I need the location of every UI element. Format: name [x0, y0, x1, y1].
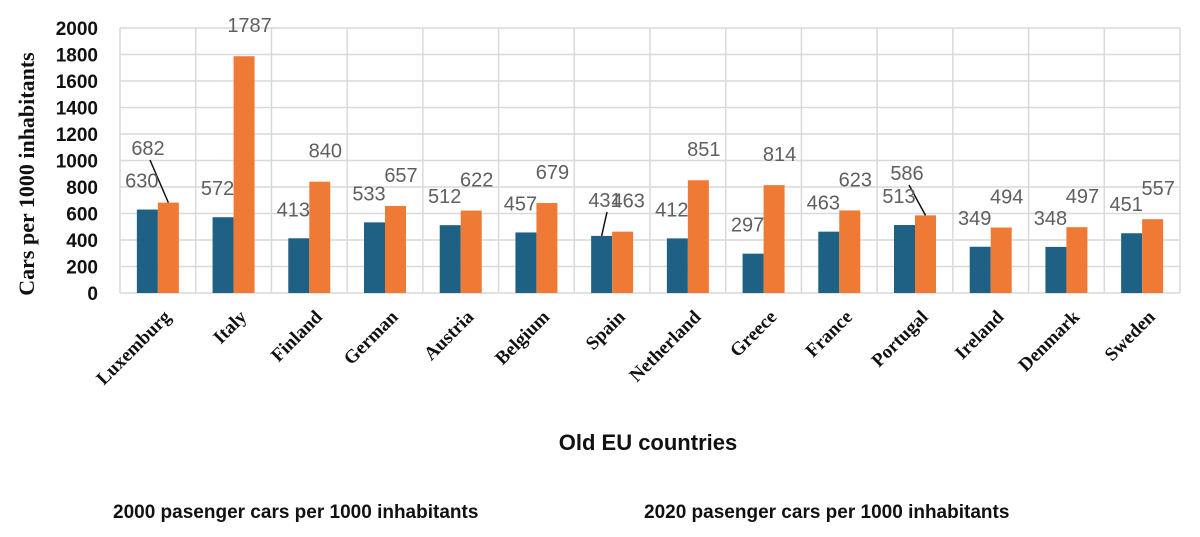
data-label: 679: [536, 162, 569, 184]
bar-2020-portugal: [915, 215, 936, 293]
x-tick-label: Luxemburg: [93, 306, 176, 389]
bar-2020-denmark: [1066, 227, 1088, 293]
data-label: 431: [588, 190, 621, 212]
bar-2000-german: [364, 222, 385, 293]
y-tick-label: 800: [66, 178, 98, 199]
bar-2000-finland: [288, 238, 310, 293]
data-label: 513: [882, 186, 915, 208]
data-label: 533: [352, 183, 385, 205]
data-label: 451: [1109, 194, 1142, 216]
data-label: 557: [1141, 178, 1174, 200]
bar-2020-france: [839, 210, 861, 293]
y-tick-label: 400: [66, 231, 98, 252]
bar-2000-spain: [591, 235, 613, 293]
y-tick-label: 1400: [56, 99, 98, 120]
x-tick-label: Netherland: [626, 306, 706, 386]
y-tick-label: 2000: [56, 19, 98, 40]
data-label: 682: [131, 138, 164, 160]
bar-2020-italy: [233, 56, 255, 293]
bar-2020-ireland: [990, 227, 1012, 293]
bars: [136, 56, 1164, 293]
data-label: 413: [277, 199, 310, 221]
bar-2000-italy: [212, 217, 234, 293]
data-label: 586: [890, 163, 923, 185]
data-label: 622: [460, 170, 493, 192]
data-label: 297: [731, 215, 764, 237]
x-tick-label: Austria: [420, 306, 478, 364]
bar-2000-sweden: [1121, 233, 1143, 293]
y-tick-label: 1600: [56, 72, 98, 93]
data-label: 457: [504, 193, 537, 215]
bar-2020-netherland: [687, 180, 709, 293]
x-tick-label: German: [340, 306, 403, 369]
data-label: 348: [1034, 208, 1067, 230]
bar-2020-finland: [309, 181, 331, 293]
x-tick-label: Belgium: [491, 307, 554, 370]
data-label: 494: [990, 187, 1023, 209]
bar-2020-belgium: [536, 203, 558, 293]
bar-2000-luxemburg: [136, 209, 158, 293]
bar-2000-ireland: [969, 246, 991, 293]
y-tick-label: 1200: [56, 125, 98, 146]
data-label: 1787: [227, 15, 272, 37]
data-label: 412: [655, 199, 688, 221]
data-label: 657: [384, 165, 417, 187]
x-tick-label: Denmark: [1015, 306, 1085, 376]
x-tick-label: France: [802, 307, 857, 362]
data-label: 463: [611, 191, 644, 213]
data-label: 512: [428, 186, 461, 208]
bar-2020-spain: [612, 231, 634, 293]
x-tick-label: Sweden: [1101, 306, 1160, 365]
bar-2000-greece: [742, 253, 764, 293]
bar-2000-belgium: [515, 232, 537, 293]
data-label: 497: [1066, 186, 1099, 208]
leader-line: [600, 211, 608, 237]
data-label: 463: [807, 193, 840, 215]
bar-2000-austria: [439, 225, 461, 293]
x-axis-label: Old EU countries: [559, 430, 737, 455]
data-label: 630: [125, 171, 158, 193]
data-label: 814: [763, 144, 796, 166]
leader-line: [908, 184, 927, 216]
bar-2000-france: [818, 231, 840, 293]
data-label: 623: [839, 169, 872, 191]
x-tick-label: Portugal: [868, 307, 933, 372]
bar-2000-netherland: [666, 238, 688, 293]
data-label: 840: [309, 141, 342, 163]
legend-series-1: 2000 pasenger cars per 1000 inhabitants: [113, 502, 478, 523]
data-label: 349: [958, 208, 991, 230]
grid: [119, 27, 1181, 294]
y-tick-label: 200: [66, 258, 98, 279]
y-tick-label: 1800: [56, 46, 98, 67]
y-tick-label: 1000: [56, 152, 98, 173]
y-tick-label: 0: [87, 284, 98, 305]
bar-2020-german: [385, 205, 406, 293]
bar-2020-sweden: [1142, 219, 1164, 293]
x-tick-label: Greece: [726, 307, 781, 362]
bar-2020-luxemburg: [157, 202, 179, 293]
x-tick-label: Finland: [267, 306, 327, 366]
bar-2020-austria: [460, 210, 482, 293]
y-axis-ticks: 0 200 400 600 800 1000 1200 1400 1600 1800 2000: [56, 19, 98, 305]
x-axis-categories: Luxemburg Italy Finland German Austria Belgiu…: [93, 306, 1160, 389]
y-tick-label: 600: [66, 205, 98, 226]
leader-line: [149, 159, 170, 203]
data-label: 851: [687, 139, 720, 161]
data-label: 572: [201, 178, 234, 200]
x-tick-label: Italy: [209, 306, 251, 348]
y-axis-label: Cars per 1000 inhabitants: [14, 52, 39, 296]
bar-2020-greece: [763, 185, 785, 293]
x-tick-label: Ireland: [951, 306, 1008, 363]
legend-series-2: 2020 pasenger cars per 1000 inhabitants: [644, 502, 1009, 523]
bar-2000-denmark: [1045, 246, 1067, 293]
leader-lines: [149, 159, 927, 237]
bar-2000-portugal: [894, 225, 915, 293]
x-tick-label: Spain: [582, 306, 630, 354]
